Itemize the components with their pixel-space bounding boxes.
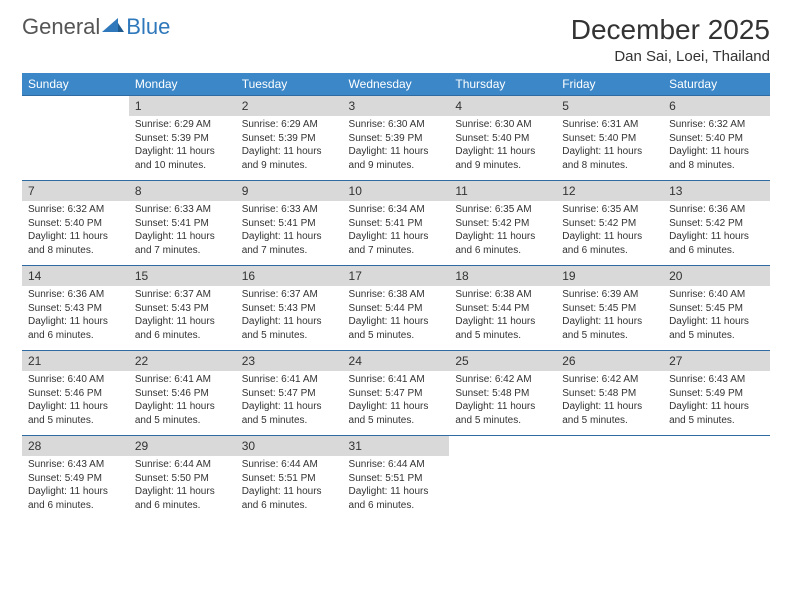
day-number: 21 — [22, 351, 129, 372]
day-detail: Sunrise: 6:36 AMSunset: 5:43 PMDaylight:… — [22, 286, 129, 351]
day-number: 26 — [556, 351, 663, 372]
dow-cell: Tuesday — [236, 73, 343, 96]
day-detail: Sunrise: 6:30 AMSunset: 5:40 PMDaylight:… — [449, 116, 556, 181]
day-detail-row: Sunrise: 6:43 AMSunset: 5:49 PMDaylight:… — [22, 456, 770, 520]
title-block: December 2025 Dan Sai, Loei, Thailand — [571, 14, 770, 65]
day-detail: Sunrise: 6:34 AMSunset: 5:41 PMDaylight:… — [343, 201, 450, 266]
day-number: 18 — [449, 266, 556, 287]
day-number: 9 — [236, 181, 343, 202]
day-detail: Sunrise: 6:40 AMSunset: 5:46 PMDaylight:… — [22, 371, 129, 436]
day-detail-row: Sunrise: 6:29 AMSunset: 5:39 PMDaylight:… — [22, 116, 770, 181]
day-number: 15 — [129, 266, 236, 287]
day-number — [663, 436, 770, 457]
day-detail: Sunrise: 6:31 AMSunset: 5:40 PMDaylight:… — [556, 116, 663, 181]
day-detail: Sunrise: 6:30 AMSunset: 5:39 PMDaylight:… — [343, 116, 450, 181]
day-detail-row: Sunrise: 6:36 AMSunset: 5:43 PMDaylight:… — [22, 286, 770, 351]
page-title: December 2025 — [571, 14, 770, 46]
day-number: 24 — [343, 351, 450, 372]
day-detail: Sunrise: 6:29 AMSunset: 5:39 PMDaylight:… — [236, 116, 343, 181]
day-number: 4 — [449, 96, 556, 117]
day-number: 6 — [663, 96, 770, 117]
dow-cell: Sunday — [22, 73, 129, 96]
day-detail — [449, 456, 556, 520]
day-number — [22, 96, 129, 117]
day-number — [449, 436, 556, 457]
day-detail-row: Sunrise: 6:32 AMSunset: 5:40 PMDaylight:… — [22, 201, 770, 266]
day-detail: Sunrise: 6:38 AMSunset: 5:44 PMDaylight:… — [343, 286, 450, 351]
calendar-table: SundayMondayTuesdayWednesdayThursdayFrid… — [22, 73, 770, 520]
day-detail — [663, 456, 770, 520]
day-number: 2 — [236, 96, 343, 117]
day-detail: Sunrise: 6:29 AMSunset: 5:39 PMDaylight:… — [129, 116, 236, 181]
day-detail: Sunrise: 6:33 AMSunset: 5:41 PMDaylight:… — [129, 201, 236, 266]
day-detail: Sunrise: 6:41 AMSunset: 5:47 PMDaylight:… — [236, 371, 343, 436]
day-detail: Sunrise: 6:35 AMSunset: 5:42 PMDaylight:… — [449, 201, 556, 266]
day-detail — [556, 456, 663, 520]
day-number: 20 — [663, 266, 770, 287]
day-number: 17 — [343, 266, 450, 287]
day-detail: Sunrise: 6:44 AMSunset: 5:50 PMDaylight:… — [129, 456, 236, 520]
logo: General Blue — [22, 14, 170, 40]
calendar-body: 123456Sunrise: 6:29 AMSunset: 5:39 PMDay… — [22, 96, 770, 521]
day-number: 22 — [129, 351, 236, 372]
day-detail: Sunrise: 6:42 AMSunset: 5:48 PMDaylight:… — [556, 371, 663, 436]
day-detail — [22, 116, 129, 181]
dow-row: SundayMondayTuesdayWednesdayThursdayFrid… — [22, 73, 770, 96]
day-number: 31 — [343, 436, 450, 457]
day-detail: Sunrise: 6:37 AMSunset: 5:43 PMDaylight:… — [129, 286, 236, 351]
day-detail: Sunrise: 6:32 AMSunset: 5:40 PMDaylight:… — [663, 116, 770, 181]
day-detail: Sunrise: 6:44 AMSunset: 5:51 PMDaylight:… — [236, 456, 343, 520]
day-number: 5 — [556, 96, 663, 117]
dow-cell: Wednesday — [343, 73, 450, 96]
day-detail: Sunrise: 6:39 AMSunset: 5:45 PMDaylight:… — [556, 286, 663, 351]
day-detail: Sunrise: 6:33 AMSunset: 5:41 PMDaylight:… — [236, 201, 343, 266]
day-number-row: 28293031 — [22, 436, 770, 457]
day-number: 7 — [22, 181, 129, 202]
logo-text-b: Blue — [126, 14, 170, 39]
dow-cell: Friday — [556, 73, 663, 96]
day-detail: Sunrise: 6:35 AMSunset: 5:42 PMDaylight:… — [556, 201, 663, 266]
day-number — [556, 436, 663, 457]
day-number: 19 — [556, 266, 663, 287]
day-number: 3 — [343, 96, 450, 117]
dow-cell: Saturday — [663, 73, 770, 96]
location: Dan Sai, Loei, Thailand — [571, 48, 770, 65]
day-number-row: 21222324252627 — [22, 351, 770, 372]
day-detail: Sunrise: 6:43 AMSunset: 5:49 PMDaylight:… — [663, 371, 770, 436]
day-number-row: 14151617181920 — [22, 266, 770, 287]
day-detail: Sunrise: 6:43 AMSunset: 5:49 PMDaylight:… — [22, 456, 129, 520]
day-number: 8 — [129, 181, 236, 202]
day-number: 30 — [236, 436, 343, 457]
day-detail-row: Sunrise: 6:40 AMSunset: 5:46 PMDaylight:… — [22, 371, 770, 436]
day-number: 1 — [129, 96, 236, 117]
day-detail: Sunrise: 6:38 AMSunset: 5:44 PMDaylight:… — [449, 286, 556, 351]
day-detail: Sunrise: 6:42 AMSunset: 5:48 PMDaylight:… — [449, 371, 556, 436]
day-number-row: 123456 — [22, 96, 770, 117]
day-number: 27 — [663, 351, 770, 372]
header: General Blue December 2025 Dan Sai, Loei… — [22, 14, 770, 65]
day-detail: Sunrise: 6:41 AMSunset: 5:47 PMDaylight:… — [343, 371, 450, 436]
day-detail: Sunrise: 6:44 AMSunset: 5:51 PMDaylight:… — [343, 456, 450, 520]
day-detail: Sunrise: 6:40 AMSunset: 5:45 PMDaylight:… — [663, 286, 770, 351]
day-number: 25 — [449, 351, 556, 372]
day-number: 11 — [449, 181, 556, 202]
logo-icon — [102, 16, 124, 39]
day-detail: Sunrise: 6:41 AMSunset: 5:46 PMDaylight:… — [129, 371, 236, 436]
day-number: 28 — [22, 436, 129, 457]
day-number: 13 — [663, 181, 770, 202]
day-detail: Sunrise: 6:37 AMSunset: 5:43 PMDaylight:… — [236, 286, 343, 351]
day-number: 16 — [236, 266, 343, 287]
dow-cell: Monday — [129, 73, 236, 96]
day-detail: Sunrise: 6:36 AMSunset: 5:42 PMDaylight:… — [663, 201, 770, 266]
day-number: 23 — [236, 351, 343, 372]
day-detail: Sunrise: 6:32 AMSunset: 5:40 PMDaylight:… — [22, 201, 129, 266]
day-number: 14 — [22, 266, 129, 287]
day-number: 12 — [556, 181, 663, 202]
dow-cell: Thursday — [449, 73, 556, 96]
day-number: 10 — [343, 181, 450, 202]
day-number-row: 78910111213 — [22, 181, 770, 202]
logo-text-a: General — [22, 14, 100, 40]
day-number: 29 — [129, 436, 236, 457]
